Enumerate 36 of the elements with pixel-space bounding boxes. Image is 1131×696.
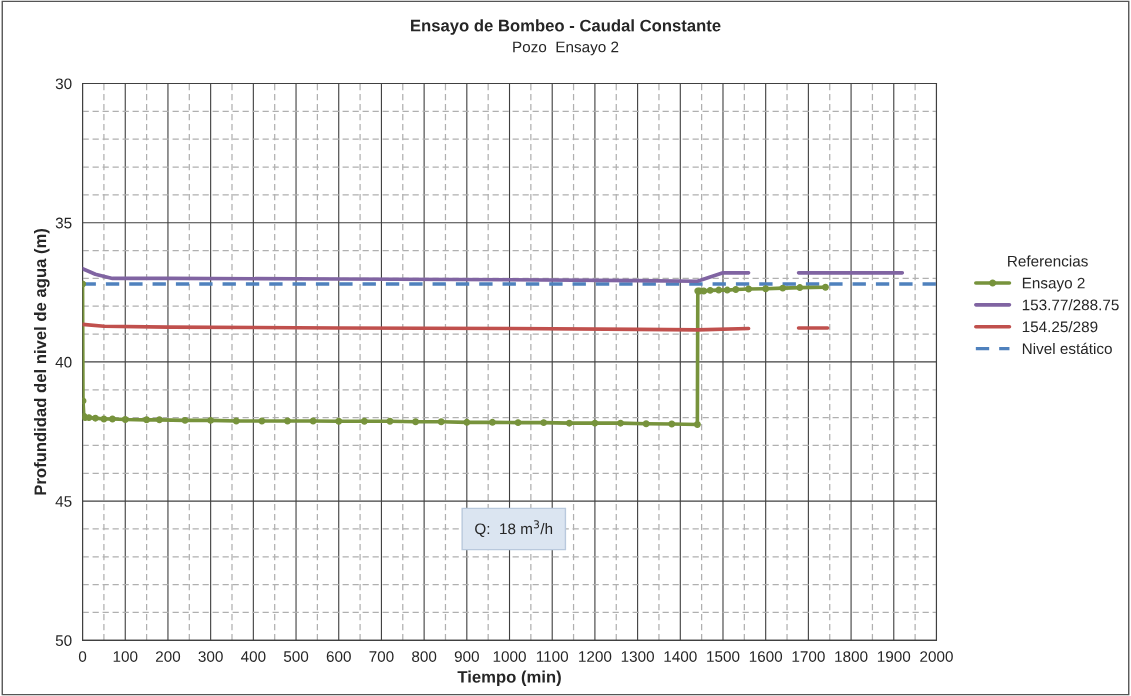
x-tick-label: 400 bbox=[240, 651, 266, 662]
x-tick-label: 500 bbox=[283, 651, 309, 662]
x-axis-title: Tiempo (min) bbox=[457, 670, 561, 687]
y-axis-title: Profundidad del nivel de agua (m) bbox=[33, 228, 50, 495]
annotation: Q: 18 m$^{3}$/h bbox=[475, 520, 553, 537]
x-tick-label: 1100 bbox=[536, 651, 569, 662]
x-tick-label: 600 bbox=[326, 651, 351, 662]
x-tick-label: 1000 bbox=[493, 651, 526, 662]
x-tick-label: 200 bbox=[155, 651, 181, 662]
x-tick-label: 700 bbox=[369, 651, 394, 662]
y-tick-label: 40 bbox=[55, 356, 72, 368]
chart-title: Ensayo de Bombeo - Caudal Constante bbox=[411, 19, 721, 35]
x-tick-label: 0 bbox=[78, 651, 87, 662]
y-tick-label: 30 bbox=[55, 78, 72, 90]
x-tick-label: 1300 bbox=[621, 651, 654, 662]
chart-subtitle: Pozo Ensayo 2 bbox=[513, 41, 619, 56]
y-tick-label: 50 bbox=[55, 635, 72, 647]
x-tick-label: 1200 bbox=[579, 651, 612, 662]
x-tick-label: 800 bbox=[412, 651, 437, 662]
x-tick-label: 1600 bbox=[749, 651, 783, 662]
x-tick-label: 1900 bbox=[877, 651, 911, 662]
legend-label: 153.77/288.75 bbox=[1022, 299, 1119, 311]
x-tick-label: 1800 bbox=[835, 651, 868, 662]
legend-title: Referencias bbox=[1008, 255, 1088, 267]
legend-label: Ensayo 2 bbox=[1022, 277, 1085, 292]
legend-label: 154.25/289 bbox=[1022, 321, 1098, 333]
y-tick-label: 45 bbox=[55, 496, 72, 507]
x-tick-label: 2000 bbox=[920, 651, 953, 662]
legend-label: Nivel estático bbox=[1022, 342, 1112, 355]
x-tick-label: 1700 bbox=[792, 651, 825, 662]
x-tick-label: 1400 bbox=[664, 651, 697, 662]
x-tick-label: 100 bbox=[113, 651, 138, 662]
x-tick-label: 1500 bbox=[707, 651, 740, 662]
x-tick-label: 900 bbox=[454, 651, 479, 662]
x-tick-label: 300 bbox=[198, 651, 223, 662]
y-tick-label: 35 bbox=[55, 217, 72, 229]
